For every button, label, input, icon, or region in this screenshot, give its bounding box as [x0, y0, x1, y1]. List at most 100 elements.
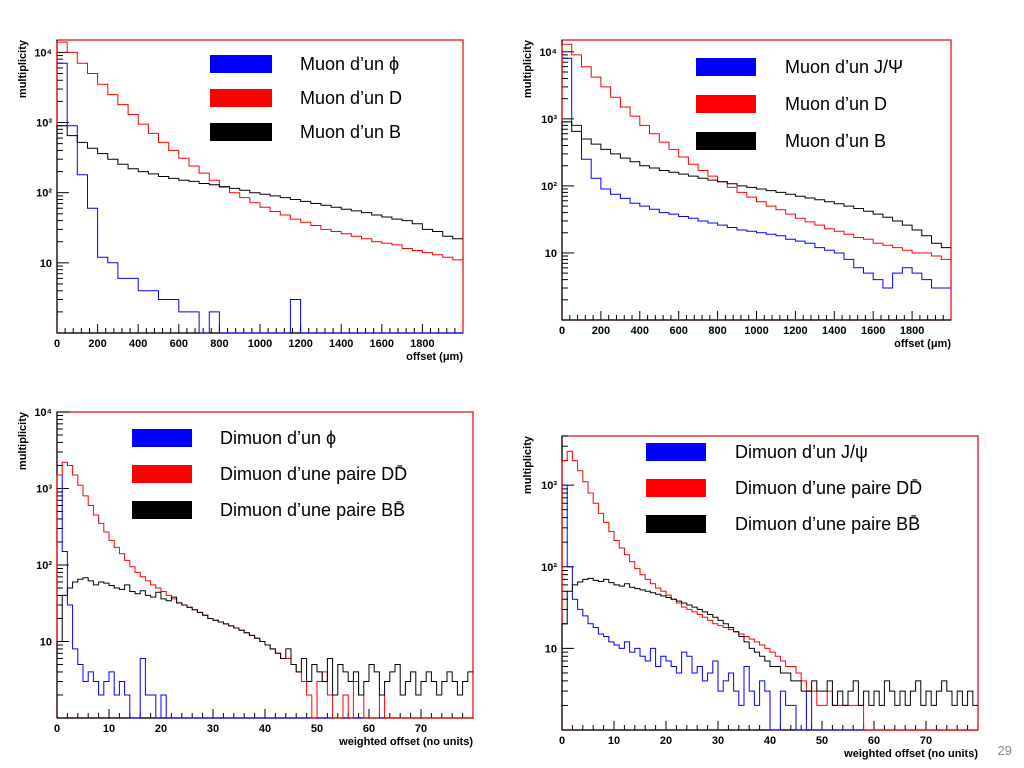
legend-label: Muon d’un ϕ	[300, 54, 399, 74]
chart-panel-4: 0 10 20 30 40 50 60 70 10 10² 10³ weighted offset (…	[522, 435, 979, 760]
legend-swatch-blue	[210, 55, 272, 73]
legend-swatch-black	[210, 123, 272, 141]
y-axis-title: multiplicity	[522, 435, 534, 494]
x-axis-title: weighted offset (no units)	[338, 736, 473, 748]
x-axis-title: offset (μm)	[894, 338, 951, 350]
x-tick-label: 1400	[822, 325, 846, 337]
series-line-red	[561, 43, 951, 320]
legend-label: Dimuon d’une paire DD̄	[220, 464, 407, 484]
x-tick-label: 400	[631, 325, 649, 337]
legend-swatch-red	[132, 465, 192, 483]
series-line-red	[56, 41, 463, 333]
x-tick-label: 800	[708, 325, 726, 337]
x-tick-label: 200	[88, 338, 106, 350]
legend-swatch-black	[646, 515, 706, 533]
legend-label: Dimuon d’un ϕ	[220, 428, 336, 448]
series-line-black	[56, 577, 473, 718]
x-tick-label: 600	[670, 325, 688, 337]
chart-panel-3: 0 10 20 30 40 50 60 70 10 10² 10³ 10⁴ weighted offse…	[17, 407, 474, 748]
y-axis-title: multiplicity	[17, 39, 29, 98]
x-axis-title: offset (μm)	[406, 351, 463, 363]
legend-swatch-red	[696, 95, 756, 113]
y-tick-label: 10³	[36, 484, 52, 496]
legend-swatch-blue	[646, 443, 706, 461]
x-tick-label: 1000	[744, 325, 768, 337]
legend-label: Muon d’un D	[785, 94, 887, 114]
x-tick-label: 0	[54, 338, 60, 350]
x-tick-label: 0	[559, 325, 565, 337]
x-tick-label: 200	[592, 325, 610, 337]
legend-label: Dimuon d’une paire BB̄	[735, 514, 920, 534]
x-tick-label: 30	[712, 735, 724, 747]
series-line-black	[561, 121, 951, 320]
series-line-red	[561, 450, 978, 731]
plot-frame	[56, 411, 474, 719]
series-line-blue	[561, 57, 951, 320]
legend-swatch-black	[696, 132, 756, 150]
y-tick-label: 10	[40, 637, 52, 649]
x-tick-label: 10	[608, 735, 620, 747]
x-tick-label: 30	[207, 723, 219, 735]
series-line-black	[561, 577, 978, 730]
x-tick-label: 1800	[410, 338, 434, 350]
y-tick-label: 10⁴	[34, 407, 52, 419]
y-tick-label: 10³	[36, 118, 52, 130]
legend-swatch-blue	[132, 429, 192, 447]
x-tick-label: 40	[259, 723, 271, 735]
y-tick-label: 10²	[541, 562, 557, 574]
x-tick-label: 70	[920, 735, 932, 747]
legend-label: Dimuon d’un J/ψ	[735, 442, 868, 462]
x-tick-label: 70	[415, 723, 427, 735]
y-tick-label: 10	[40, 258, 52, 270]
x-tick-label: 1000	[248, 338, 272, 350]
legend-swatch-blue	[696, 58, 756, 76]
slide-number: 29	[997, 743, 1012, 758]
legend-label: Muon d’un J/Ψ	[785, 57, 903, 77]
x-tick-label: 400	[129, 338, 147, 350]
x-tick-label: 1200	[288, 338, 312, 350]
plot-frame	[56, 39, 464, 334]
y-tick-label: 10³	[541, 114, 557, 126]
legend-swatch-red	[210, 89, 272, 107]
y-tick-label: 10²	[36, 560, 52, 572]
x-tick-label: 40	[764, 735, 776, 747]
chart-panel-2: 0 200 400 600 800 1000 1200 1400 1600 1800 10 10² 10…	[522, 39, 952, 350]
x-tick-label: 50	[311, 723, 323, 735]
y-tick-label: 10⁴	[539, 47, 557, 59]
x-tick-label: 1400	[329, 338, 353, 350]
chart-panel-1: 0 200 400 600 800 1000 1200 1400 1600 1800 10 10² 10…	[17, 39, 464, 363]
x-tick-label: 50	[816, 735, 828, 747]
legend-label: Muon d’un B	[785, 131, 886, 151]
legend-label: Dimuon d’une paire BB̄	[220, 500, 405, 520]
plot-frame	[561, 39, 952, 321]
y-tick-label: 10⁴	[34, 47, 52, 59]
y-tick-label: 10³	[541, 480, 557, 492]
legend-swatch-black	[132, 501, 192, 519]
x-tick-label: 0	[54, 723, 60, 735]
legend-label: Muon d’un D	[300, 88, 402, 108]
legend-label: Muon d’un B	[300, 122, 401, 142]
y-tick-label: 10	[545, 643, 557, 655]
x-tick-label: 1600	[370, 338, 394, 350]
x-tick-label: 0	[559, 735, 565, 747]
plot-frame	[561, 435, 979, 731]
y-tick-label: 10	[545, 248, 557, 260]
y-axis-title: multiplicity	[17, 411, 29, 470]
x-tick-label: 800	[210, 338, 228, 350]
y-tick-label: 10²	[36, 188, 52, 200]
y-tick-label: 10²	[541, 181, 557, 193]
legend-swatch-red	[646, 479, 706, 497]
x-tick-label: 60	[363, 723, 375, 735]
x-tick-label: 20	[660, 735, 672, 747]
y-axis-title: multiplicity	[522, 39, 534, 98]
x-tick-label: 1800	[900, 325, 924, 337]
x-tick-label: 1600	[861, 325, 885, 337]
series-line-blue	[56, 62, 463, 334]
x-tick-label: 600	[170, 338, 188, 350]
x-tick-label: 20	[155, 723, 167, 735]
x-axis-title: weighted offset (no units)	[843, 748, 978, 760]
series-line-black	[56, 125, 463, 333]
x-tick-label: 10	[103, 723, 115, 735]
x-tick-label: 60	[868, 735, 880, 747]
